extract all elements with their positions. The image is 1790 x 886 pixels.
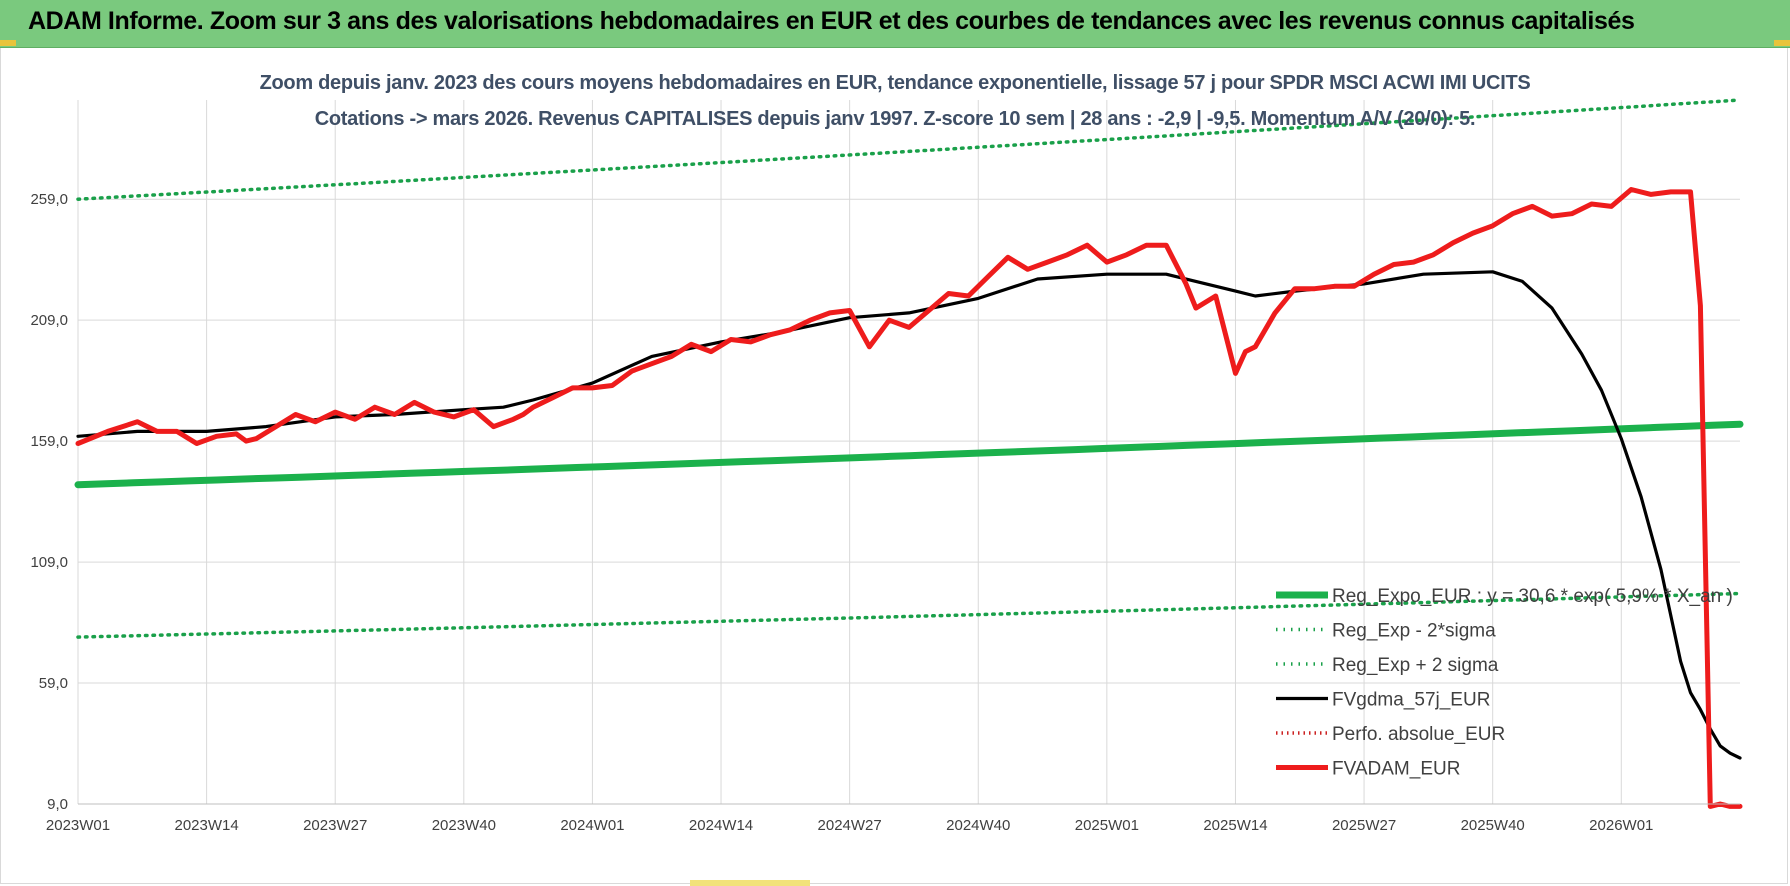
series-fvadam (75, 187, 1743, 809)
gridlines (77, 100, 1740, 805)
legend: Reg_Expo_EUR : y = 30,6 * exp( 5,9% * X_… (1276, 586, 1733, 780)
chart-title-line-1: Zoom depuis janv. 2023 des cours moyens … (259, 72, 1531, 94)
x-tick-label: 2023W01 (46, 817, 110, 834)
report-title: ADAM Informe. Zoom sur 3 ans des valoris… (28, 7, 1635, 35)
series-reg-exp-minus-2sigma (76, 591, 1742, 639)
x-tick-label: 2025W27 (1332, 817, 1396, 834)
x-tick-label: 2025W14 (1203, 817, 1267, 834)
x-tick-label: 2025W01 (1075, 817, 1139, 834)
x-tick-label: 2025W40 (1461, 817, 1525, 834)
x-axis: 2023W01 2023W14 2023W27 2023W40 2024W01 2024W… (46, 803, 1740, 834)
y-tick-label: 9,0 (47, 796, 68, 813)
legend-entry-label: Reg_Expo_EUR : y = 30,6 * exp( 5,9% * X_… (1332, 586, 1733, 607)
x-tick-label: 2023W14 (174, 817, 238, 834)
report-banner: ADAM Informe. Zoom sur 3 ans des valoris… (0, 0, 1790, 48)
series-reg-exp-plus-2sigma (76, 98, 1742, 201)
x-tick-label: 2026W01 (1589, 817, 1653, 834)
legend-entry-label: FVgdma_57j_EUR (1332, 690, 1490, 711)
banner-accent-right (1774, 40, 1790, 46)
chart-title-line-2: Cotations -> mars 2026. Revenus CAPITALI… (314, 108, 1476, 130)
series-fvgdma-57j (76, 270, 1742, 760)
y-tick-label: 59,0 (39, 675, 68, 692)
series-reg-expo (74, 420, 1744, 489)
legend-entry-label: FVADAM_EUR (1332, 759, 1460, 780)
y-tick-label: 109,0 (30, 554, 68, 571)
x-tick-label: 2024W14 (689, 817, 753, 834)
frame-accent-bottom (690, 880, 810, 886)
y-tick-label: 209,0 (30, 312, 68, 329)
y-axis: 9,0 59,0 109,0 159,0 209,0 259,0 (30, 191, 68, 813)
x-tick-label: 2024W40 (946, 817, 1010, 834)
legend-entry-label: Reg_Exp - 2*sigma (1332, 621, 1496, 642)
banner-accent-left (0, 40, 16, 46)
x-tick-label: 2024W01 (560, 817, 624, 834)
x-tick-label: 2024W27 (818, 817, 882, 834)
y-tick-label: 159,0 (30, 433, 68, 450)
legend-entry-label: Perfo. absolue_EUR (1332, 724, 1505, 745)
legend-entry-label: Reg_Exp + 2 sigma (1332, 655, 1499, 676)
series-layer (74, 98, 1744, 809)
y-tick-label: 259,0 (30, 191, 68, 208)
x-tick-label: 2023W40 (432, 817, 496, 834)
x-tick-label: 2023W27 (303, 817, 367, 834)
